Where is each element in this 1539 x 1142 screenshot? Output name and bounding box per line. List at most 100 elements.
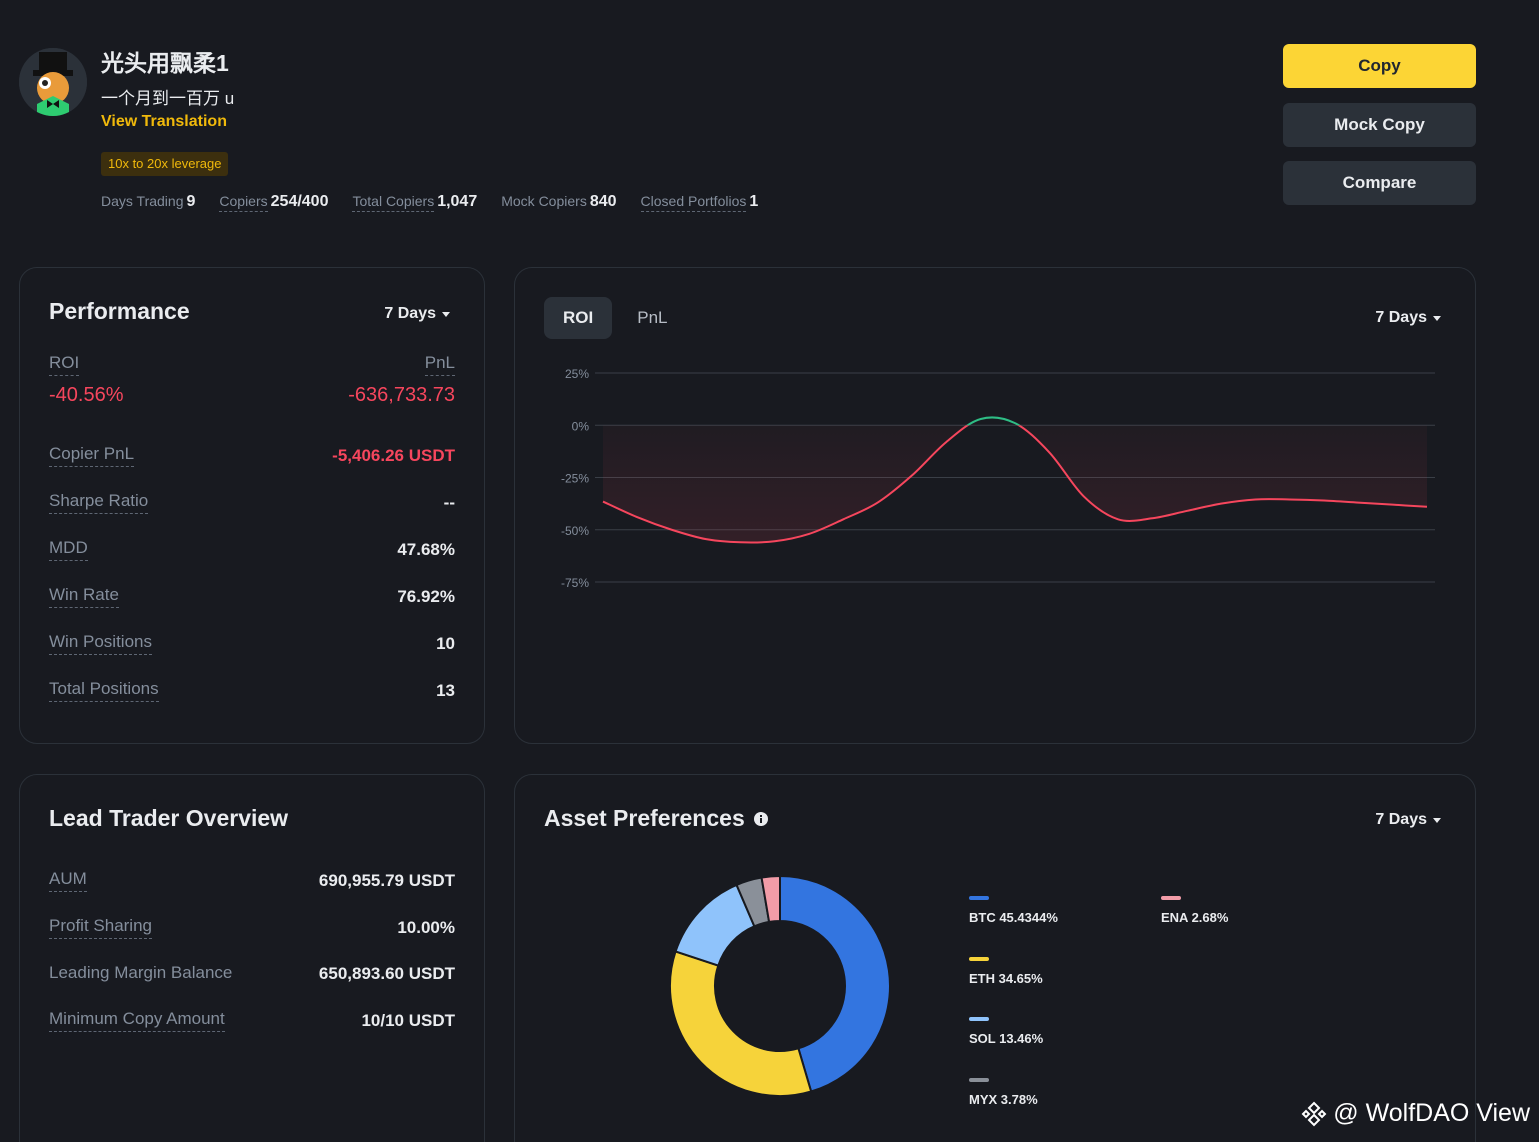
min-copy-label[interactable]: Minimum Copy Amount [49,1009,225,1032]
sharpe-ratio-value: -- [443,492,455,512]
asset-preferences-title: Asset Preferences [544,805,745,831]
roi-pnl-values: -40.56% -636,733.73 [49,384,455,407]
win-rate-label[interactable]: Win Rate [49,585,119,608]
profit-sharing-label[interactable]: Profit Sharing [49,916,152,939]
pnl-value: -636,733.73 [348,384,455,406]
legend-label-eth: ETH 34.65% [969,971,1043,986]
copier-pnl-row: Copier PnL -5,406.26 USDT [49,444,455,467]
trader-stats: Days Trading 9 Copiers 254/400 Total Copie… [101,193,759,212]
roi-series-line-negative [602,425,1428,544]
trader-avatar-icon [19,48,87,116]
legend-label-sol: SOL 13.46% [969,1031,1044,1046]
asset-donut-chart [669,874,891,1097]
stat-closed-portfolios: Closed Portfolios 1 [640,193,759,212]
watermark: @ WolfDAO View [1301,1099,1530,1128]
y-tick-label: -50% [561,524,589,538]
roi-chart-card: ROI PnL 7 Days 25% 0% -25% -50% -75% [514,267,1476,744]
stat-mock-copiers: Mock Copiers 840 [501,193,617,210]
legend-label-ena: ENA 2.68% [1161,910,1229,925]
tab-roi[interactable]: ROI [544,297,613,339]
win-positions-row: Win Positions 10 [49,632,455,655]
legend-swatch-btc [969,896,989,900]
view-translation-link[interactable]: View Translation [101,113,227,130]
pnl-label[interactable]: PnL [424,353,455,376]
aum-label[interactable]: AUM [49,869,87,892]
roi-pnl-labels: ROI PnL [49,353,455,376]
aum-row: AUM 690,955.79 USDT [49,869,455,892]
legend-item-eth: ETH 34.65% [969,957,1043,986]
leading-margin-label: Leading Margin Balance [49,963,233,982]
legend-swatch-ena [1161,896,1181,900]
legend-swatch-sol [969,1017,989,1021]
win-rate-row: Win Rate 76.92% [49,585,455,608]
binance-logo-icon [1301,1101,1327,1126]
stat-days-trading: Days Trading 9 [101,193,196,210]
caret-down-icon [1433,315,1441,321]
roi-label[interactable]: ROI [49,353,80,376]
lead-trader-overview-card: Lead Trader Overview AUM 690,955.79 USDT… [19,774,485,1142]
caret-down-icon [1433,817,1441,823]
profit-sharing-row: Profit Sharing 10.00% [49,916,455,939]
y-tick-label: 0% [572,419,590,433]
mdd-label[interactable]: MDD [49,538,88,561]
caret-down-icon [442,311,450,317]
trader-bio: 一个月到一百万 u [101,89,235,108]
copy-button[interactable]: Copy [1283,44,1476,88]
performance-period-label: 7 Days [384,305,436,322]
chart-tabs: ROI PnL [544,297,686,339]
legend-label-myx: MYX 3.78% [969,1092,1038,1107]
win-positions-label[interactable]: Win Positions [49,632,152,655]
asset-preferences-card: Asset Preferences 7 Days BTC 45.4344% ET… [514,774,1476,1142]
watermark-text: @ WolfDAO View [1333,1099,1530,1127]
mock-copy-button[interactable]: Mock Copy [1283,103,1476,147]
mdd-value: 47.68% [397,539,455,559]
roi-area-fill [603,425,1427,543]
asset-period-label: 7 Days [1375,811,1427,828]
legend-item-ena: ENA 2.68% [1161,896,1228,925]
roi-value: -40.56% [49,384,124,406]
tab-pnl[interactable]: PnL [637,308,668,327]
leverage-badge: 10x to 20x leverage [101,152,229,176]
min-copy-row: Minimum Copy Amount 10/10 USDT [49,1009,455,1032]
stat-copiers: Copiers 254/400 [219,193,329,212]
y-tick-label: -25% [561,472,589,486]
chart-period-select[interactable]: 7 Days [1375,309,1441,327]
legend-swatch-myx [969,1078,989,1082]
asset-title-wrap: Asset Preferences [544,805,769,832]
donut-slice-ena[interactable] [760,874,781,924]
min-copy-value: 10/10 USDT [361,1010,455,1030]
donut-slice-eth[interactable] [669,950,813,1097]
trader-nickname: 光头用飘柔1 [101,50,229,76]
donut-slice-btc[interactable] [779,874,891,1093]
win-positions-value: 10 [436,633,455,653]
copier-pnl-label[interactable]: Copier PnL [49,444,135,467]
total-positions-label[interactable]: Total Positions [49,679,159,702]
lead-overview-title: Lead Trader Overview [49,805,289,831]
asset-period-select[interactable]: 7 Days [1375,811,1441,829]
sharpe-ratio-label[interactable]: Sharpe Ratio [49,491,149,514]
mdd-row: MDD 47.68% [49,538,455,561]
info-icon[interactable] [753,811,769,827]
chart-period-label: 7 Days [1375,309,1427,326]
leading-margin-row: Leading Margin Balance 650,893.60 USDT [49,963,455,985]
legend-item-btc: BTC 45.4344% [969,896,1058,925]
performance-period-select[interactable]: 7 Days [384,305,450,323]
y-tick-label: 25% [565,367,589,381]
aum-value: 690,955.79 USDT [318,870,455,890]
performance-card: Performance 7 Days ROI PnL -40.56% -636,… [19,267,485,744]
compare-button[interactable]: Compare [1283,161,1476,205]
total-positions-value: 13 [436,680,455,700]
performance-title: Performance [49,298,190,324]
y-tick-label: -75% [561,576,589,590]
profit-sharing-value: 10.00% [397,917,455,937]
legend-label-btc: BTC 45.4344% [969,910,1058,925]
total-positions-row: Total Positions 13 [49,679,455,702]
avatar [19,48,87,116]
sharpe-ratio-row: Sharpe Ratio -- [49,491,455,514]
leading-margin-value: 650,893.60 USDT [318,964,455,983]
stat-total-copiers: Total Copiers 1,047 [352,193,478,212]
legend-swatch-eth [969,957,989,961]
legend-item-sol: SOL 13.46% [969,1017,1043,1046]
legend-item-myx: MYX 3.78% [969,1078,1038,1107]
copier-pnl-value: -5,406.26 USDT [332,445,455,465]
